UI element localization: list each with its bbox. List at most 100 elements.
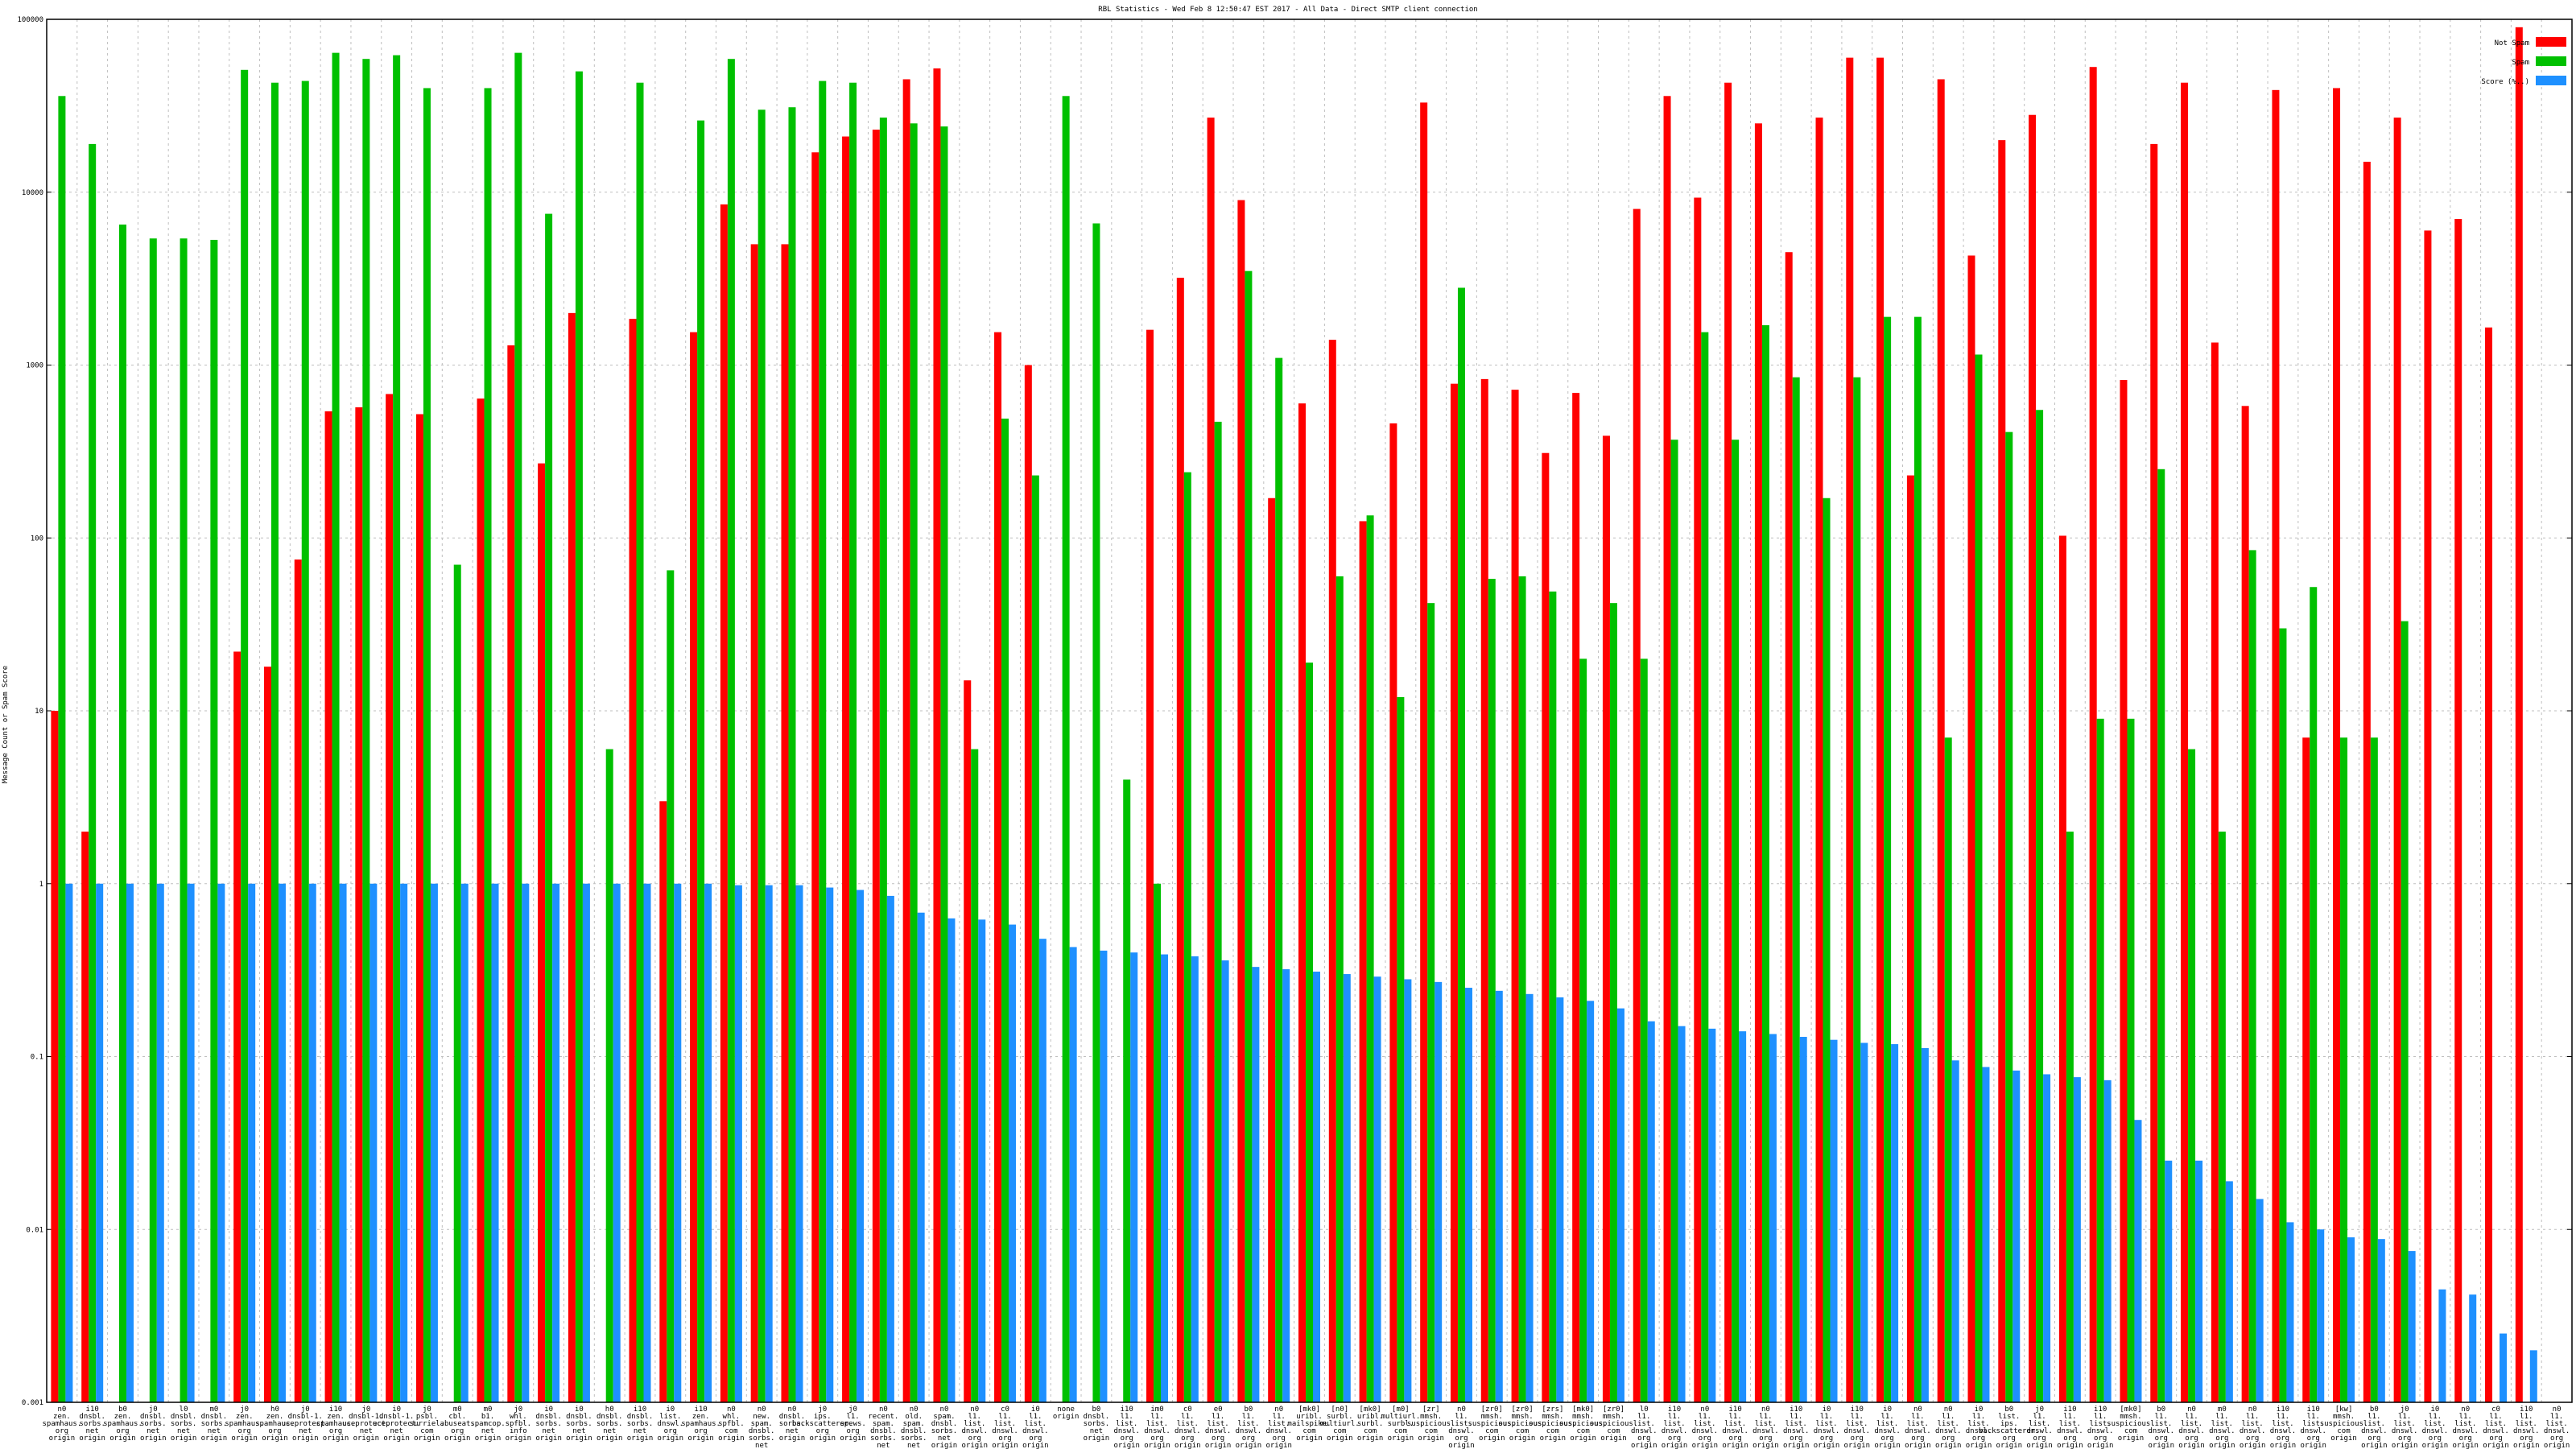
x-tick-label: [zr0] mmsh. suspicious. com origin	[1468, 1406, 1516, 1443]
bar-score	[1009, 924, 1017, 1402]
bar-score	[2134, 1120, 2142, 1402]
bar-score	[1708, 1028, 1716, 1402]
bars	[51, 27, 2537, 1403]
bar-not-spam	[842, 136, 850, 1402]
x-tick-label: n0 l1. list. dnswl. org origin	[1448, 1406, 1475, 1449]
bar-spam	[210, 239, 218, 1402]
bar-not-spam	[2333, 88, 2341, 1402]
x-tick-label: none origin	[1053, 1406, 1080, 1421]
bar-spam	[1366, 515, 1374, 1403]
y-tick-label: 10000	[22, 189, 43, 197]
bar-not-spam	[2485, 327, 2493, 1403]
bar-spam	[1823, 497, 1831, 1402]
x-tick-label: l0 l1. list. dnswl. org origin	[1631, 1406, 1657, 1449]
x-tick-label: n0 l1. list. dnswl. org origin	[1935, 1406, 1962, 1449]
bar-not-spam	[1542, 452, 1550, 1402]
bar-score	[1343, 974, 1351, 1402]
x-tick-label: i10 l1. list. dnswl. org origin	[2087, 1406, 2114, 1449]
bar-spam	[1154, 883, 1162, 1402]
bar-spam	[697, 120, 705, 1402]
bar-score	[1891, 1044, 1899, 1402]
bar-not-spam	[720, 204, 728, 1403]
x-tick-label: i0 dnsbl. sorbs. net origin	[566, 1406, 592, 1443]
x-tick-label: b0 zen. spamhaus. org origin	[103, 1406, 142, 1443]
x-tick-label: n0 spam. dnsbl. sorbs. net origin	[931, 1406, 958, 1449]
bar-score	[1982, 1067, 1990, 1402]
bar-spam	[575, 71, 583, 1402]
bar-spam	[1518, 576, 1526, 1402]
bar-spam	[2127, 718, 2135, 1402]
bar-spam	[1853, 377, 1861, 1403]
bar-spam	[1944, 737, 1952, 1402]
x-tick-label: i10 l1. list. dnswl. org origin	[1722, 1406, 1748, 1449]
bar-score	[217, 883, 225, 1402]
bar-not-spam	[1450, 383, 1458, 1402]
bar-score	[1221, 960, 1229, 1402]
bar-spam	[484, 88, 492, 1402]
bar-not-spam	[538, 463, 546, 1402]
bar-score	[96, 883, 104, 1402]
bar-spam	[2036, 410, 2044, 1403]
bar-score	[2043, 1074, 2051, 1402]
bar-spam	[1275, 357, 1283, 1402]
bar-not-spam	[1663, 96, 1671, 1402]
x-tick-label: i10 dnsbl. sorbs. net origin	[627, 1406, 654, 1443]
bar-not-spam	[507, 345, 515, 1403]
bar-spam	[2310, 587, 2318, 1402]
bar-not-spam	[2515, 27, 2523, 1403]
x-tick-label: n0 l1. list. dnswl. org origin	[1905, 1406, 1931, 1449]
bar-spam	[1609, 603, 1617, 1402]
x-tick-label: [zr] mmsh. suspicious. com origin	[1407, 1406, 1455, 1443]
y-tick-label: 1	[39, 881, 43, 889]
x-tick-label: [zr0] mmsh. suspicious. com origin	[1498, 1406, 1546, 1443]
bar-score	[1191, 956, 1199, 1402]
bar-not-spam	[1724, 82, 1732, 1402]
bar-not-spam	[994, 332, 1002, 1403]
bar-spam	[879, 118, 887, 1402]
y-tick-label: 0.01	[26, 1226, 43, 1234]
bar-score	[1587, 1001, 1595, 1402]
x-tick-label: i10 l1. list. dnswl. org origin	[2270, 1406, 2297, 1449]
x-tick-label: j0 zen. spamhaus. org origin	[225, 1406, 264, 1443]
bar-not-spam	[1846, 57, 1854, 1403]
bar-score	[1616, 1008, 1624, 1402]
bar-score	[2529, 1350, 2537, 1402]
bar-spam	[2401, 621, 2409, 1402]
bar-spam	[332, 52, 340, 1403]
bar-score	[1161, 954, 1169, 1402]
x-tick-label: n0 l1. list. dnswl. org origin	[2178, 1406, 2205, 1449]
x-tick-label: e0 l1. list. dnswl. org origin	[1205, 1406, 1232, 1449]
bar-score	[369, 883, 378, 1402]
legend-swatch	[2536, 37, 2566, 47]
bar-spam	[636, 82, 644, 1402]
bar-score	[947, 918, 956, 1402]
x-tick-label: [n0] surbl. multiurl. com origin	[1320, 1406, 1360, 1443]
bar-score	[522, 883, 530, 1402]
x-tick-label: i10 zen. spamhaus. org origin	[681, 1406, 720, 1443]
bar-not-spam	[2454, 219, 2462, 1403]
bar-not-spam	[568, 312, 576, 1403]
x-tick-label: n0 l1. list. dnswl. org origin	[2452, 1406, 2479, 1449]
x-tick-label: [kw] mmsh. suspicious. com origin	[2320, 1406, 2368, 1443]
bar-score	[2286, 1222, 2294, 1402]
x-tick-label: [zrs] mmsh. suspicious. com origin	[1529, 1406, 1577, 1443]
bar-spam	[514, 52, 522, 1403]
bar-not-spam	[690, 332, 698, 1403]
bar-score	[734, 885, 742, 1402]
bar-spam	[2096, 718, 2104, 1402]
bar-score	[704, 883, 712, 1402]
x-tick-label: c0 l1. list. dnswl. org origin	[1174, 1406, 1201, 1449]
x-tick-label: h0 dnsbl. sorbs. net origin	[597, 1406, 623, 1443]
x-tick-label: h0 zen. spamhaus. org origin	[255, 1406, 295, 1443]
plot-frame	[46, 19, 2573, 1403]
x-tick-label: n0 l1. list. dnswl. org origin	[2240, 1406, 2266, 1449]
y-tick-label: 10	[35, 708, 43, 716]
bar-spam	[1123, 779, 1131, 1402]
bar-score	[643, 883, 651, 1402]
bar-not-spam	[1572, 393, 1580, 1402]
bar-score	[400, 883, 408, 1402]
bar-spam	[545, 213, 553, 1403]
bar-score	[2438, 1289, 2446, 1402]
